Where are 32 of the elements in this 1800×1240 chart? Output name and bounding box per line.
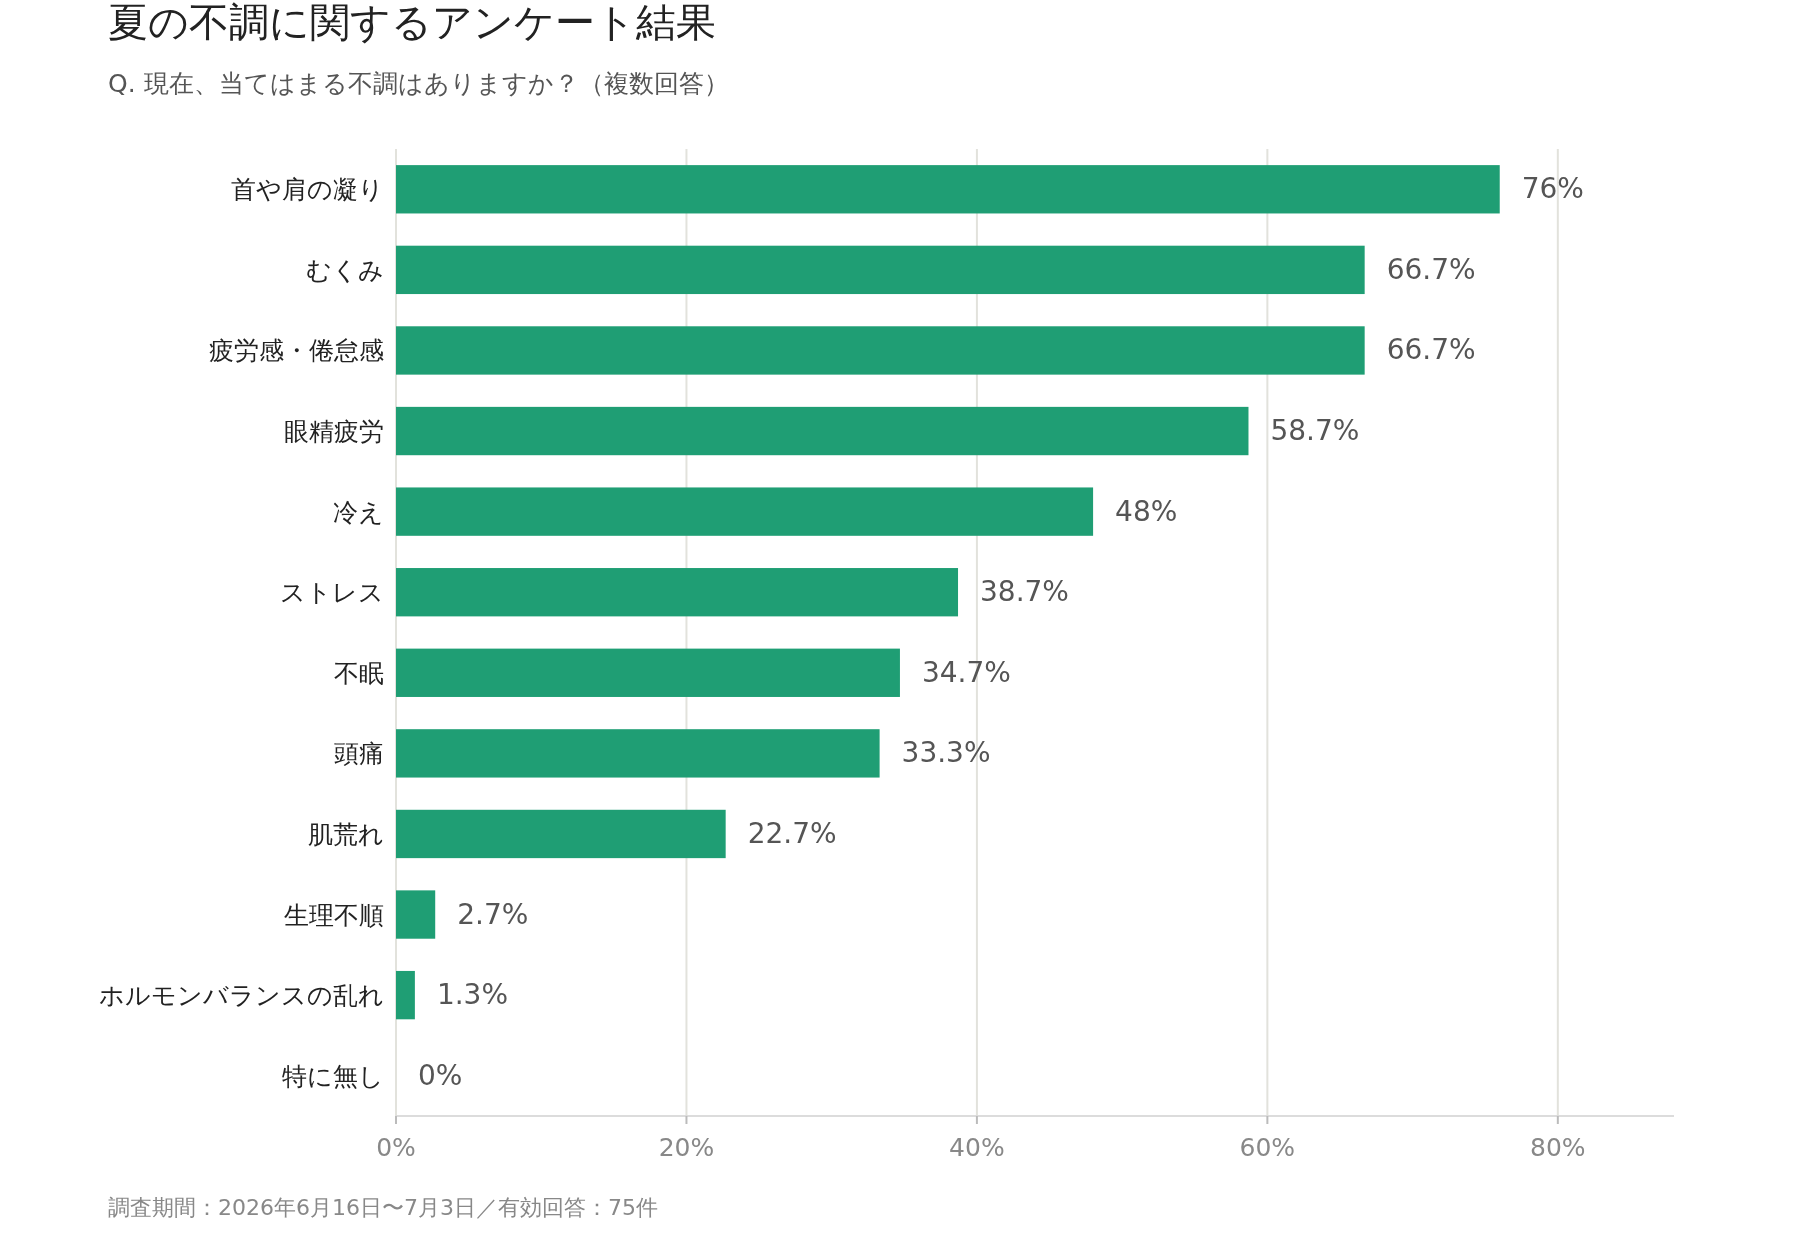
title: 夏の不調に関するアンケート結果 <box>108 0 716 45</box>
xtick: 20% <box>658 1133 715 1162</box>
xtick: 60% <box>1239 1133 1296 1162</box>
category: 頭痛 <box>334 739 384 769</box>
category: 不眠 <box>334 658 384 688</box>
category: 首や肩の凝り <box>231 175 384 205</box>
category: 疲労感・倦怠感 <box>209 336 384 366</box>
value-label: 76% <box>1521 172 1584 206</box>
xtick: 40% <box>949 1133 1005 1162</box>
category: 眼精疲労 <box>284 417 384 447</box>
annotation: 調査期間：2026年6月16日〜7月3日／有効回答：75件 <box>108 1195 658 1220</box>
xtick: 0% <box>376 1133 416 1162</box>
value-label: 38.7% <box>980 575 1069 609</box>
category: むくみ <box>306 255 384 285</box>
value-label: 33.3% <box>901 736 991 770</box>
value-label: 66.7% <box>1386 252 1476 286</box>
category: ホルモンバランスの乱れ <box>99 981 384 1011</box>
value-label: 34.7% <box>921 655 1011 689</box>
value-label: 58.7% <box>1270 414 1360 448</box>
value-label: 2.7% <box>457 897 529 931</box>
value-label: 66.7% <box>1386 333 1476 367</box>
xtick: 80% <box>1530 1133 1586 1162</box>
subtitle: Q. 現在、当てはまる不調はありますか？（複数回答） <box>108 69 729 98</box>
value-label: 0% <box>418 1058 463 1092</box>
value-label: 1.3% <box>436 978 508 1012</box>
category: 冷え <box>333 497 384 527</box>
category: 肌荒れ <box>308 819 384 849</box>
category: 生理不順 <box>284 900 384 930</box>
category: 特に無し <box>282 1061 384 1091</box>
value-label: 22.7% <box>747 816 837 850</box>
category: ストレス <box>280 578 384 608</box>
value-label: 48% <box>1115 494 1178 528</box>
